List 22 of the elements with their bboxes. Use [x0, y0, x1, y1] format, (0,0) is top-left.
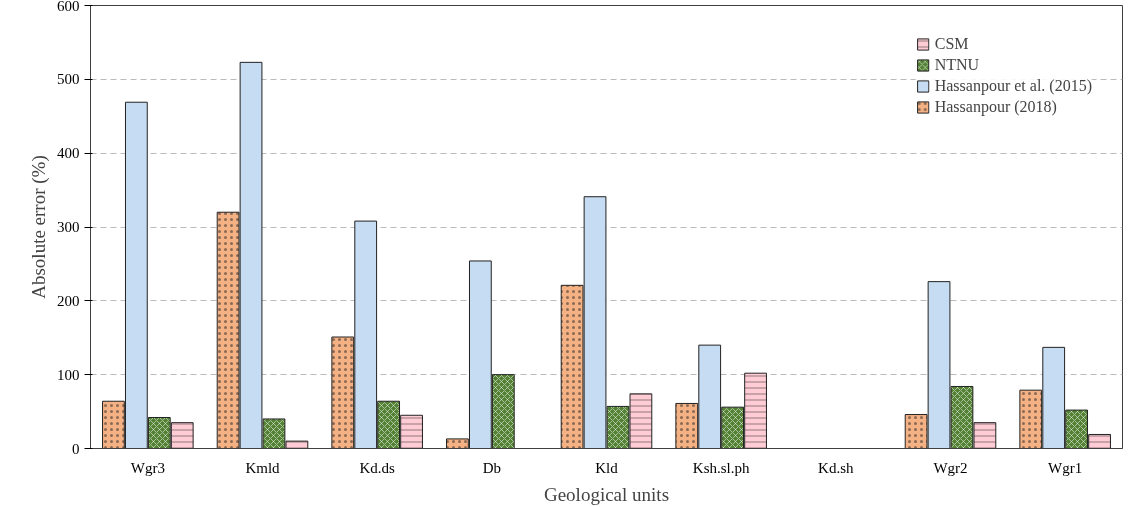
legend-label: NTNU [934, 56, 980, 74]
x-axis-title: Geological units [543, 483, 670, 505]
x-tick-label: Kmld [245, 459, 281, 476]
x-tick-label: Kd.sh [818, 459, 855, 476]
legend-label: Hassanpour et al. (2015) [934, 77, 1092, 95]
y-tick-label: 100 [57, 366, 80, 383]
x-tick-label: Ksh.sl.ph [692, 459, 750, 476]
x-tick-label: Wgr3 [130, 459, 165, 476]
x-tick-label: Wgr1 [1048, 459, 1083, 476]
y-tick-label: 400 [57, 145, 80, 162]
y-tick-label: 500 [57, 71, 80, 88]
x-tick-label: Kd.ds [359, 459, 396, 476]
x-tick-label: Wgr2 [933, 459, 968, 476]
x-tick-label: Kld [595, 459, 619, 476]
y-tick-label: 300 [57, 219, 80, 235]
y-tick-label: 600 [57, 0, 80, 14]
legend-label: Hassanpour (2018) [934, 98, 1057, 116]
legend-label: CSM [934, 35, 969, 53]
y-tick-label: 200 [57, 292, 80, 309]
x-tick-label: Db [482, 459, 502, 476]
y-tick-label: 0 [72, 440, 80, 457]
y-axis-title: Absolute error (%) [28, 155, 50, 299]
